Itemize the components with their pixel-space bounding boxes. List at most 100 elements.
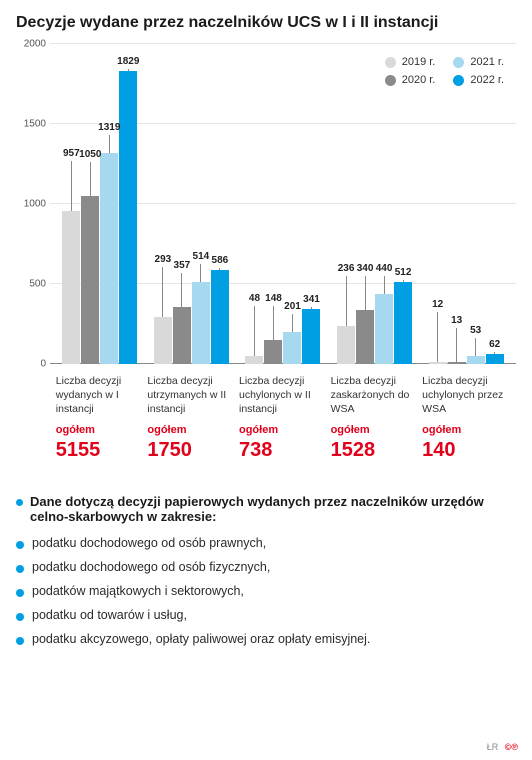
- plot: 9571050131918292933575145864814820134123…: [50, 44, 516, 364]
- bar-value-label: 586: [212, 255, 229, 266]
- bar-value-label: 512: [395, 267, 412, 278]
- note-item: podatku akcyzowego, opłaty paliwowej ora…: [16, 632, 516, 646]
- note-item: podatku od towarów i usług,: [16, 608, 516, 622]
- bar-rect: [211, 270, 229, 364]
- chart-area: 0500100015002000 95710501319182929335751…: [16, 44, 516, 404]
- bar-leader-line: [384, 276, 385, 294]
- legend-label: 2020 r.: [402, 74, 436, 86]
- bar-value-label: 440: [376, 263, 393, 274]
- bar-value-label: 48: [249, 293, 260, 304]
- x-total-value: 1750: [147, 437, 235, 464]
- bar-rect: [283, 332, 301, 364]
- bar-leader-line: [162, 267, 163, 317]
- bar: 512: [394, 267, 412, 364]
- bar: 957: [62, 148, 80, 364]
- bar-group: 48148201341: [245, 293, 320, 364]
- x-total-value: 738: [239, 437, 327, 464]
- bar-group: 293357514586: [154, 251, 229, 364]
- bar-rect: [375, 294, 393, 364]
- bar: 62: [486, 339, 504, 364]
- bar-group: 12 13 53 62: [429, 299, 504, 364]
- x-total-value: 5155: [56, 437, 144, 464]
- chart-title: Decyzje wydane przez naczelników UCS w I…: [16, 14, 516, 32]
- note-item: podatku dochodowego od osób fizycznych,: [16, 560, 516, 574]
- y-tick-label: 2000: [24, 39, 46, 50]
- legend-label: 2022 r.: [470, 74, 504, 86]
- bar-leader-line: [346, 276, 347, 326]
- bar: 440: [375, 263, 393, 364]
- bar-value-label: 148: [265, 293, 282, 304]
- x-total-value: 1528: [331, 437, 419, 464]
- bar-rect: [302, 309, 320, 364]
- bar-value-label: 1829: [117, 56, 139, 67]
- bar-value-label: 1050: [79, 149, 101, 160]
- bar-group: 236340440512: [337, 263, 412, 364]
- note-item: podatków majątkowych i sektorowych,: [16, 584, 516, 598]
- bar-leader-line: [109, 135, 110, 153]
- bar-value-label: 293: [155, 254, 172, 265]
- bar-rect: [100, 153, 118, 364]
- bar-rect: [264, 340, 282, 364]
- bar-rect: [337, 326, 355, 364]
- notes-list: podatku dochodowego od osób prawnych, pod…: [16, 536, 516, 646]
- bar-rect: [192, 282, 210, 364]
- legend: 2019 r. 2021 r. 2020 r. 2022 r.: [381, 52, 508, 90]
- bar-leader-line: [254, 306, 255, 356]
- bar-value-label: 514: [193, 251, 210, 262]
- bar-rect: [119, 71, 137, 364]
- bar-value-label: 1319: [98, 122, 120, 133]
- bar-rect: [467, 356, 485, 364]
- bar-value-label: 357: [174, 260, 191, 271]
- bar-rect: [173, 307, 191, 364]
- bar: 586: [211, 255, 229, 364]
- bar-value-label: 341: [303, 294, 320, 305]
- bar: 48: [245, 293, 263, 364]
- bar: 13: [448, 315, 466, 364]
- y-tick-label: 0: [40, 359, 46, 370]
- x-total-label: ogółem: [331, 423, 419, 438]
- x-total-label: ogółem: [56, 423, 144, 438]
- legend-swatch: [385, 75, 396, 86]
- bar: 148: [264, 293, 282, 364]
- bar-value-label: 13: [451, 315, 462, 326]
- bar: 1319: [100, 122, 118, 364]
- bar-rect: [429, 362, 447, 364]
- bar-rect: [486, 354, 504, 364]
- notes-section: Dane dotyczą decyzji papierowych wydanyc…: [16, 482, 516, 646]
- x-total-label: ogółem: [147, 423, 235, 438]
- legend-label: 2021 r.: [470, 56, 504, 68]
- bar-leader-line: [71, 161, 72, 211]
- bar: 357: [173, 260, 191, 364]
- bar-value-label: 957: [63, 148, 80, 159]
- bar: 1829: [119, 56, 137, 364]
- footer-mark: ©℗: [505, 742, 518, 752]
- bar: 514: [192, 251, 210, 364]
- y-axis: 0500100015002000: [16, 44, 50, 364]
- bar-leader-line: [365, 276, 366, 310]
- bar-leader-line: [456, 328, 457, 362]
- notes-title: Dane dotyczą decyzji papierowych wydanyc…: [16, 494, 516, 524]
- bar-leader-line: [273, 306, 274, 340]
- bar-rect: [154, 317, 172, 364]
- bar-value-label: 340: [357, 263, 374, 274]
- bar-leader-line: [437, 312, 438, 362]
- note-item: podatku dochodowego od osób prawnych,: [16, 536, 516, 550]
- bar-value-label: 53: [470, 325, 481, 336]
- footer: ŁR ©℗: [487, 742, 518, 752]
- y-tick-label: 1000: [24, 199, 46, 210]
- bar-leader-line: [475, 338, 476, 356]
- legend-item: 2019 r.: [385, 56, 436, 68]
- legend-label: 2019 r.: [402, 56, 436, 68]
- bar-rect: [245, 356, 263, 364]
- y-tick-label: 1500: [24, 119, 46, 130]
- legend-item: 2022 r.: [453, 74, 504, 86]
- bar-leader-line: [90, 162, 91, 196]
- legend-item: 2021 r.: [453, 56, 504, 68]
- x-total-label: ogółem: [239, 423, 327, 438]
- bar-value-label: 12: [432, 299, 443, 310]
- bar-leader-line: [200, 264, 201, 282]
- x-total-value: 140: [422, 437, 510, 464]
- bar: 293: [154, 254, 172, 364]
- bar-value-label: 62: [489, 339, 500, 350]
- bar: 12: [429, 299, 447, 364]
